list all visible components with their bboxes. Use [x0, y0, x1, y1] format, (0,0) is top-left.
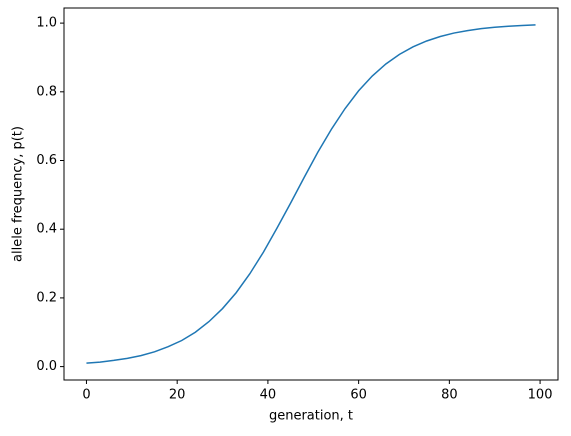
- x-tick-label: 80: [441, 388, 458, 403]
- x-tick-label: 20: [169, 388, 186, 403]
- x-axis-label: generation, t: [269, 409, 353, 424]
- y-axis-label: allele frequency, p(t): [11, 126, 26, 262]
- y-tick-label: 0.0: [36, 359, 57, 374]
- x-tick-label: 100: [528, 388, 553, 403]
- line: [86, 24, 536, 364]
- y-tick-label: 1.0: [36, 16, 57, 31]
- y-tick-label: 0.2: [36, 290, 57, 305]
- x-tick-label: 60: [350, 388, 367, 403]
- plot-frame: [63, 7, 559, 381]
- y-tick-label: 0.6: [36, 153, 57, 168]
- y-tick-label: 0.8: [36, 84, 57, 99]
- x-tick-label: 0: [82, 388, 90, 403]
- x-tick-label: 40: [260, 388, 277, 403]
- y-tick-label: 0.4: [36, 222, 57, 237]
